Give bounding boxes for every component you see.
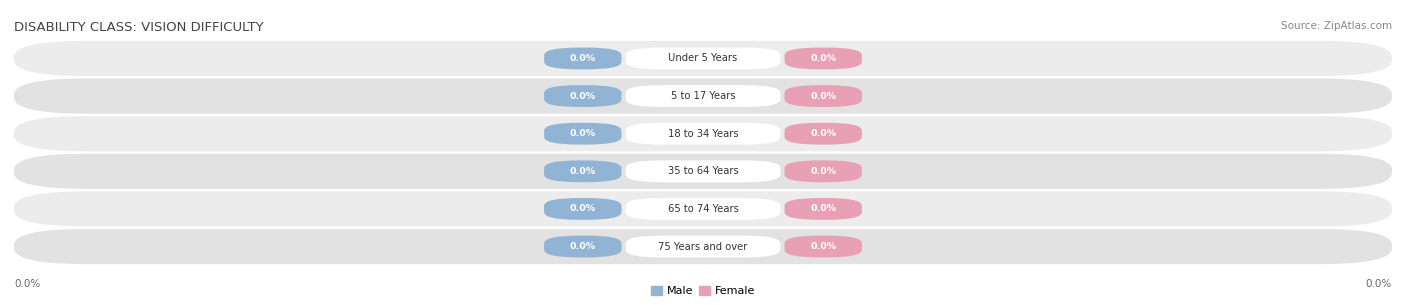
FancyBboxPatch shape bbox=[626, 160, 780, 182]
Text: 0.0%: 0.0% bbox=[569, 242, 596, 251]
Text: 5 to 17 Years: 5 to 17 Years bbox=[671, 91, 735, 101]
FancyBboxPatch shape bbox=[626, 48, 780, 69]
FancyBboxPatch shape bbox=[785, 85, 862, 107]
FancyBboxPatch shape bbox=[14, 116, 1392, 151]
FancyBboxPatch shape bbox=[14, 154, 1392, 189]
FancyBboxPatch shape bbox=[626, 123, 780, 145]
FancyBboxPatch shape bbox=[14, 78, 1392, 114]
FancyBboxPatch shape bbox=[626, 85, 780, 107]
Text: 0.0%: 0.0% bbox=[569, 129, 596, 138]
FancyBboxPatch shape bbox=[14, 191, 1392, 227]
FancyBboxPatch shape bbox=[544, 198, 621, 220]
Text: DISABILITY CLASS: VISION DIFFICULTY: DISABILITY CLASS: VISION DIFFICULTY bbox=[14, 21, 264, 34]
FancyBboxPatch shape bbox=[544, 236, 621, 257]
Text: 0.0%: 0.0% bbox=[810, 54, 837, 63]
Text: 0.0%: 0.0% bbox=[810, 167, 837, 176]
FancyBboxPatch shape bbox=[785, 160, 862, 182]
Text: 75 Years and over: 75 Years and over bbox=[658, 242, 748, 252]
FancyBboxPatch shape bbox=[544, 85, 621, 107]
Text: 0.0%: 0.0% bbox=[569, 54, 596, 63]
Text: 65 to 74 Years: 65 to 74 Years bbox=[668, 204, 738, 214]
FancyBboxPatch shape bbox=[785, 123, 862, 145]
Text: Under 5 Years: Under 5 Years bbox=[668, 53, 738, 63]
FancyBboxPatch shape bbox=[544, 48, 621, 69]
Legend: Male, Female: Male, Female bbox=[651, 286, 755, 296]
FancyBboxPatch shape bbox=[626, 198, 780, 220]
FancyBboxPatch shape bbox=[785, 236, 862, 257]
FancyBboxPatch shape bbox=[785, 198, 862, 220]
FancyBboxPatch shape bbox=[14, 229, 1392, 264]
Text: 0.0%: 0.0% bbox=[14, 279, 41, 289]
FancyBboxPatch shape bbox=[14, 41, 1392, 76]
Text: 0.0%: 0.0% bbox=[569, 204, 596, 214]
FancyBboxPatch shape bbox=[785, 48, 862, 69]
FancyBboxPatch shape bbox=[544, 123, 621, 145]
Text: 0.0%: 0.0% bbox=[569, 167, 596, 176]
Text: 35 to 64 Years: 35 to 64 Years bbox=[668, 166, 738, 176]
Text: Source: ZipAtlas.com: Source: ZipAtlas.com bbox=[1281, 21, 1392, 31]
Text: 0.0%: 0.0% bbox=[1365, 279, 1392, 289]
Text: 0.0%: 0.0% bbox=[569, 92, 596, 101]
FancyBboxPatch shape bbox=[626, 236, 780, 257]
Text: 0.0%: 0.0% bbox=[810, 242, 837, 251]
Text: 0.0%: 0.0% bbox=[810, 129, 837, 138]
Text: 0.0%: 0.0% bbox=[810, 92, 837, 101]
Text: 18 to 34 Years: 18 to 34 Years bbox=[668, 129, 738, 139]
FancyBboxPatch shape bbox=[544, 160, 621, 182]
Text: 0.0%: 0.0% bbox=[810, 204, 837, 214]
